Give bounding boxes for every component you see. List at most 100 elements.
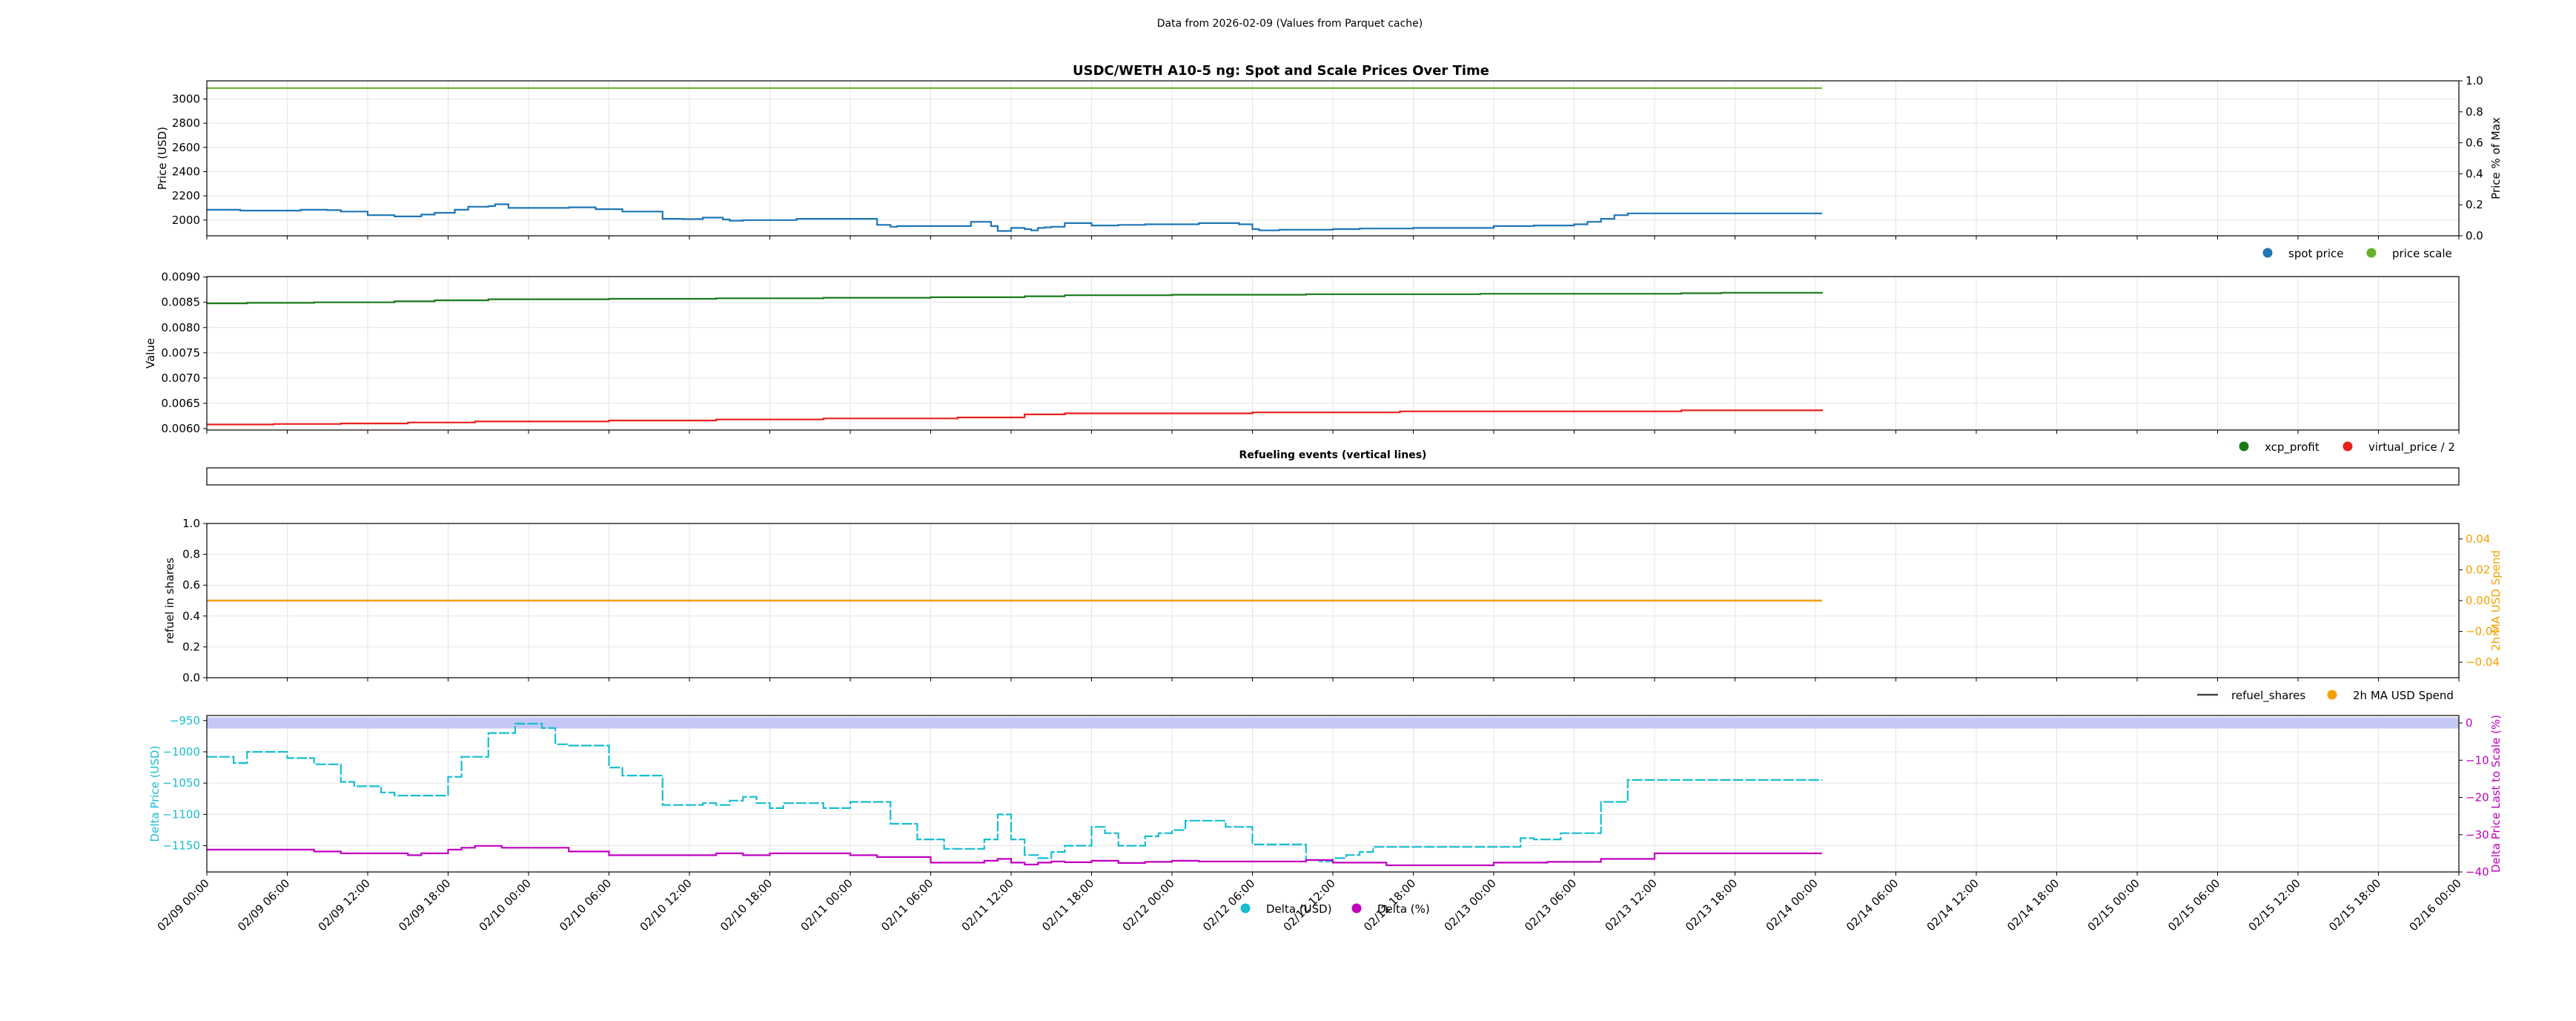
- y2-tick-label: −0.02: [2466, 625, 2500, 638]
- y-tick-label: 0.0070: [162, 371, 201, 385]
- x-tick-label: 02/13 00:00: [1442, 876, 1499, 934]
- y-tick-label: 0.0080: [162, 321, 201, 334]
- x-tick-label: 02/09 00:00: [155, 876, 212, 934]
- y2-axis-label: Delta Price Last to Scale (%): [2489, 715, 2503, 873]
- x-tick-label: 02/15 00:00: [2085, 876, 2142, 934]
- y2-tick-label: 0.8: [2466, 105, 2483, 119]
- y-tick-label: 0.4: [182, 609, 200, 623]
- figure-subtitle: Data from 2026-02-09 (Values from Parque…: [1157, 18, 1423, 30]
- y-axis-label: refuel in shares: [163, 558, 176, 644]
- y2-tick-label: −0.04: [2466, 655, 2500, 669]
- legend-swatch: [1351, 903, 1362, 913]
- x-tick-label: 02/12 00:00: [1120, 876, 1177, 934]
- y-axis-label: Delta Price (USD): [148, 746, 162, 842]
- zero-band: [207, 717, 2459, 729]
- x-tick-label: 02/15 12:00: [2246, 876, 2303, 934]
- legend-label: price scale: [2392, 247, 2452, 260]
- x-tick-label: 02/11 12:00: [959, 876, 1016, 934]
- legend-swatch: [2262, 248, 2273, 258]
- y-tick-label: −1000: [162, 745, 200, 759]
- y-tick-label: 2400: [172, 165, 200, 178]
- price-panel: 2000 2200 2400 2600 2800 3000 0.0 0.2 0.4 0.6 0.8 1…: [156, 63, 2503, 260]
- y-tick-label: 0.0060: [162, 422, 201, 435]
- y-tick-label: 0.0090: [162, 271, 201, 284]
- axes-frame: [206, 467, 2460, 486]
- x-tick-label: 02/09 18:00: [396, 876, 453, 934]
- y-tick-label: −1050: [162, 776, 200, 790]
- x-tick-label: 02/10 00:00: [477, 876, 534, 934]
- y2-tick-label: 0.04: [2466, 532, 2490, 546]
- legend-label: Delta (USD): [1266, 902, 1332, 916]
- x-tick-label: 02/10 12:00: [638, 876, 695, 934]
- x-tick-label: 02/14 18:00: [2004, 876, 2062, 934]
- y2-tick-label: −40: [2466, 865, 2489, 879]
- x-tick-label: 02/14 06:00: [1844, 876, 1901, 934]
- y2-tick-label: 0.0: [2466, 229, 2483, 242]
- x-tick-label: 02/16 00:00: [2407, 876, 2464, 934]
- y-tick-label: −950: [170, 714, 200, 727]
- legend-label: 2h MA USD Spend: [2353, 689, 2454, 702]
- y-tick-label: 0.6: [182, 578, 200, 592]
- series-line-virtual-price-2: [207, 409, 1824, 426]
- y-tick-label: 0.0: [182, 671, 200, 684]
- y2-tick-label: 0: [2466, 716, 2473, 730]
- y2-tick-label: 0.6: [2466, 136, 2483, 150]
- legend-swatch: [2327, 690, 2337, 700]
- y2-tick-label: −10: [2466, 753, 2489, 767]
- x-tick-label: 02/09 12:00: [316, 876, 373, 934]
- legend-swatch: [2366, 248, 2377, 258]
- x-tick-label: 02/13 06:00: [1522, 876, 1579, 934]
- x-tick-label: 02/10 18:00: [718, 876, 775, 934]
- x-tick-label: 02/14 12:00: [1924, 876, 1981, 934]
- y-tick-label: 3000: [172, 92, 200, 105]
- time-axis: 02/09 00:00 02/09 06:00 02/09 12:00 02/09 1…: [155, 876, 2464, 934]
- y-tick-label: 2600: [172, 141, 200, 154]
- series-line-delta-usd-: [207, 722, 1822, 862]
- refuel-shares-panel: 0.0 0.2 0.4 0.6 0.8 1.0 0.04 0.02 0.00 −0.02 −0.04…: [163, 517, 2503, 703]
- y-tick-label: 2000: [172, 214, 200, 227]
- y-tick-label: 0.0065: [162, 397, 201, 410]
- x-tick-label: 02/09 06:00: [235, 876, 292, 934]
- y-tick-label: 0.8: [182, 548, 200, 561]
- y2-tick-label: 0.00: [2466, 594, 2490, 607]
- y2-tick-label: 0.4: [2466, 167, 2483, 180]
- value-panel: 0.0060 0.0065 0.0070 0.0075 0.0080 0.0085 0.00…: [144, 271, 2460, 455]
- y-tick-label: 0.2: [182, 640, 200, 653]
- legend-swatch: [1240, 903, 1251, 913]
- legend-label: xcp_profit: [2265, 440, 2320, 455]
- panel-title: USDC/WETH A10-5 ng: Spot and Scale Price…: [1073, 63, 1489, 79]
- y-tick-label: 2200: [172, 189, 200, 202]
- x-tick-label: 02/13 18:00: [1683, 876, 1740, 934]
- legend-label: virtual_price / 2: [2368, 440, 2455, 455]
- x-tick-label: 02/10 06:00: [557, 876, 614, 934]
- legend-label: refuel_shares: [2231, 689, 2305, 703]
- refuel-events-panel: Refueling events (vertical lines): [206, 449, 2460, 486]
- y-axis-label: Price (USD): [156, 127, 169, 190]
- series-line-delta-: [207, 845, 1822, 867]
- y-tick-label: 0.0085: [162, 296, 201, 309]
- x-tick-label: 02/11 18:00: [1039, 876, 1096, 934]
- y2-axis-label: Price % of Max: [2489, 117, 2503, 199]
- legend-label: Delta (%): [1377, 902, 1430, 916]
- x-tick-label: 02/15 18:00: [2326, 876, 2383, 934]
- legend-label: spot price: [2288, 247, 2344, 260]
- y-tick-label: 1.0: [182, 517, 200, 530]
- series-line-xcp-profit: [207, 291, 1824, 305]
- y-tick-label: −1100: [162, 807, 200, 821]
- legend-swatch: [2239, 441, 2249, 452]
- x-tick-label: 02/15 06:00: [2165, 876, 2222, 934]
- y2-tick-label: 1.0: [2466, 74, 2483, 87]
- y2-tick-label: 0.02: [2466, 563, 2490, 576]
- y-tick-label: 2800: [172, 116, 200, 130]
- x-tick-label: 02/11 00:00: [798, 876, 855, 934]
- x-tick-label: 02/13 12:00: [1603, 876, 1660, 934]
- y-tick-label: −1150: [162, 839, 200, 853]
- legend-swatch: [2342, 441, 2353, 452]
- y-tick-label: 0.0075: [162, 346, 201, 360]
- x-tick-label: 02/11 06:00: [878, 876, 936, 934]
- y2-tick-label: −30: [2466, 828, 2489, 842]
- y-axis-label: Value: [144, 338, 157, 369]
- y2-tick-label: 0.2: [2466, 198, 2483, 211]
- panel-title: Refueling events (vertical lines): [1239, 449, 1427, 461]
